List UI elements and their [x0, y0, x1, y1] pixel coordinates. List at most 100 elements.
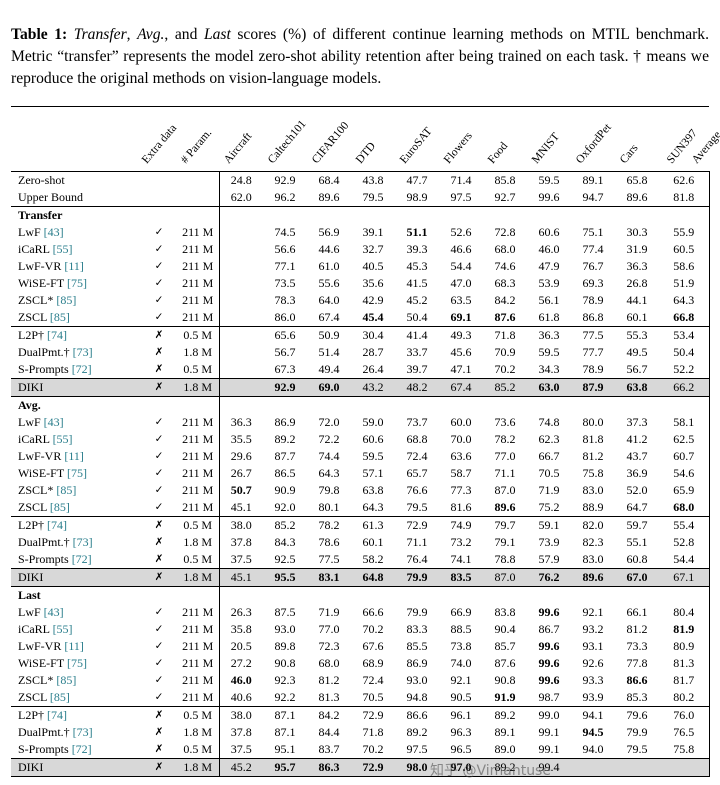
value-cell: 63.5: [450, 292, 472, 307]
value-cell: 67.1: [659, 568, 710, 587]
value-cell: 63.8: [362, 482, 384, 497]
citation-ref[interactable]: [74]: [47, 327, 68, 342]
table-row: ZSCL* [85] ✓ 211 M 78.3 64.0 42.9 45.2 63.5 84.2…: [11, 291, 710, 309]
citation-ref[interactable]: [11]: [64, 258, 84, 273]
value-cell: 61.8: [538, 309, 560, 324]
value-cell: 68.0: [659, 498, 710, 517]
citation-ref[interactable]: [85]: [56, 292, 77, 307]
value-cell: 78.9: [582, 361, 604, 376]
value-cell: 34.3: [538, 361, 560, 376]
value-cell: 60.6: [538, 224, 560, 239]
value-cell: 41.4: [406, 327, 428, 342]
value-cell: 92.1: [582, 604, 604, 619]
value-cell: 59.0: [362, 414, 384, 429]
section-label-row: Avg.: [11, 396, 710, 414]
value-cell: [219, 292, 263, 309]
citation-ref[interactable]: [72]: [71, 741, 92, 756]
value-cell: 30.4: [362, 327, 384, 342]
citation-ref[interactable]: [85]: [49, 689, 70, 704]
param-cell: 1.8 M: [177, 723, 220, 741]
value-cell: 45.1: [230, 569, 252, 584]
value-cell: 36.3: [230, 414, 252, 429]
value-cell: 84.2: [318, 707, 340, 722]
citation-ref[interactable]: [43]: [43, 224, 64, 239]
param-cell: 1.8 M: [177, 533, 220, 551]
section-label-spacer: [615, 206, 659, 224]
extra-data-cross-icon: ✗: [154, 381, 164, 394]
value-cell: 99.6: [538, 655, 560, 670]
value-cell: 37.5: [230, 741, 252, 756]
value-cell: 26.4: [362, 361, 384, 376]
citation-ref[interactable]: [85]: [49, 309, 70, 324]
citation-ref[interactable]: [72]: [71, 361, 92, 376]
citation-ref[interactable]: [75]: [66, 655, 87, 670]
method-cell: S-Prompts [72]: [11, 361, 141, 379]
value-cell: 49.5: [626, 344, 648, 359]
table-row: S-Prompts [72] ✗ 0.5 M 37.5 95.1 83.7 70.2 97.5…: [11, 740, 710, 759]
param-cell: 211 M: [177, 603, 220, 621]
citation-ref[interactable]: [74]: [47, 707, 68, 722]
method-cell: L2P† [74]: [11, 326, 141, 344]
citation-ref[interactable]: [43]: [43, 414, 64, 429]
value-cell: 86.5: [274, 465, 296, 480]
citation-ref[interactable]: [11]: [64, 448, 84, 463]
param-cell: 211 M: [177, 308, 220, 327]
method-cell: WiSE-FT [75]: [11, 465, 141, 482]
method-cell: DIKI: [11, 378, 141, 396]
value-cell: 77.4: [582, 241, 604, 256]
value-cell: 85.7: [494, 638, 516, 653]
extra-data-cross-icon: ✗: [154, 536, 164, 549]
extra-data-check-icon: ✓: [154, 484, 164, 497]
method-cell: LwF-VR [11]: [11, 638, 141, 655]
value-cell: 62.3: [538, 431, 560, 446]
method-name: iCaRL: [18, 621, 50, 636]
value-cell: 74.8: [538, 414, 560, 429]
value-cell: 62.5: [659, 430, 710, 448]
value-cell: 32.7: [362, 241, 384, 256]
citation-ref[interactable]: [85]: [49, 499, 70, 514]
value-cell: 77.3: [450, 482, 472, 497]
value-cell: 71.4: [450, 172, 472, 187]
method-name: WiSE-FT: [18, 655, 64, 670]
method-name: ZSCL*: [18, 672, 54, 687]
value-cell: 70.2: [362, 741, 384, 756]
citation-ref[interactable]: [55]: [52, 621, 73, 636]
table-row: LwF [43] ✓ 211 M 74.5 56.9 39.1 51.1 52.6 72.8 60…: [11, 223, 710, 241]
citation-ref[interactable]: [55]: [52, 241, 73, 256]
citation-ref[interactable]: [73]: [72, 344, 93, 359]
citation-ref[interactable]: [85]: [56, 672, 77, 687]
value-cell: 46.6: [450, 241, 472, 256]
value-cell: 76.5: [659, 723, 710, 741]
watermark: 知乎 @Vimantuse: [430, 763, 551, 779]
citation-ref[interactable]: [55]: [52, 431, 73, 446]
extra-data-check-icon: ✓: [154, 243, 164, 256]
value-cell: 76.2: [538, 569, 560, 584]
value-cell: 79.5: [406, 499, 428, 514]
value-cell: 70.0: [450, 431, 472, 446]
extra-data-cross-icon: ✗: [154, 726, 164, 739]
param-cell: [177, 188, 220, 207]
value-cell: 98.0: [406, 759, 428, 774]
value-cell: 65.9: [659, 481, 710, 499]
value-cell: 51.9: [659, 274, 710, 292]
value-cell: 56.6: [274, 241, 296, 256]
citation-ref[interactable]: [72]: [71, 551, 92, 566]
citation-ref[interactable]: [73]: [72, 724, 93, 739]
param-cell: 0.5 M: [177, 550, 220, 569]
citation-ref[interactable]: [74]: [47, 517, 68, 532]
value-cell: 51.1: [406, 224, 428, 239]
citation-ref[interactable]: [11]: [64, 638, 84, 653]
value-cell: 80.2: [659, 688, 710, 707]
method-cell: LwF-VR [11]: [11, 448, 141, 465]
method-cell: iCaRL [55]: [11, 431, 141, 448]
citation-ref[interactable]: [85]: [56, 482, 77, 497]
citation-ref[interactable]: [75]: [66, 465, 87, 480]
value-cell: 36.9: [626, 465, 648, 480]
extra-data-check-icon: ✓: [154, 311, 164, 324]
citation-ref[interactable]: [75]: [66, 275, 87, 290]
citation-ref[interactable]: [43]: [43, 604, 64, 619]
value-cell: 40.6: [230, 689, 252, 704]
value-cell: 59.5: [538, 344, 560, 359]
citation-ref[interactable]: [73]: [72, 534, 93, 549]
section-label-spacer: [659, 206, 710, 224]
